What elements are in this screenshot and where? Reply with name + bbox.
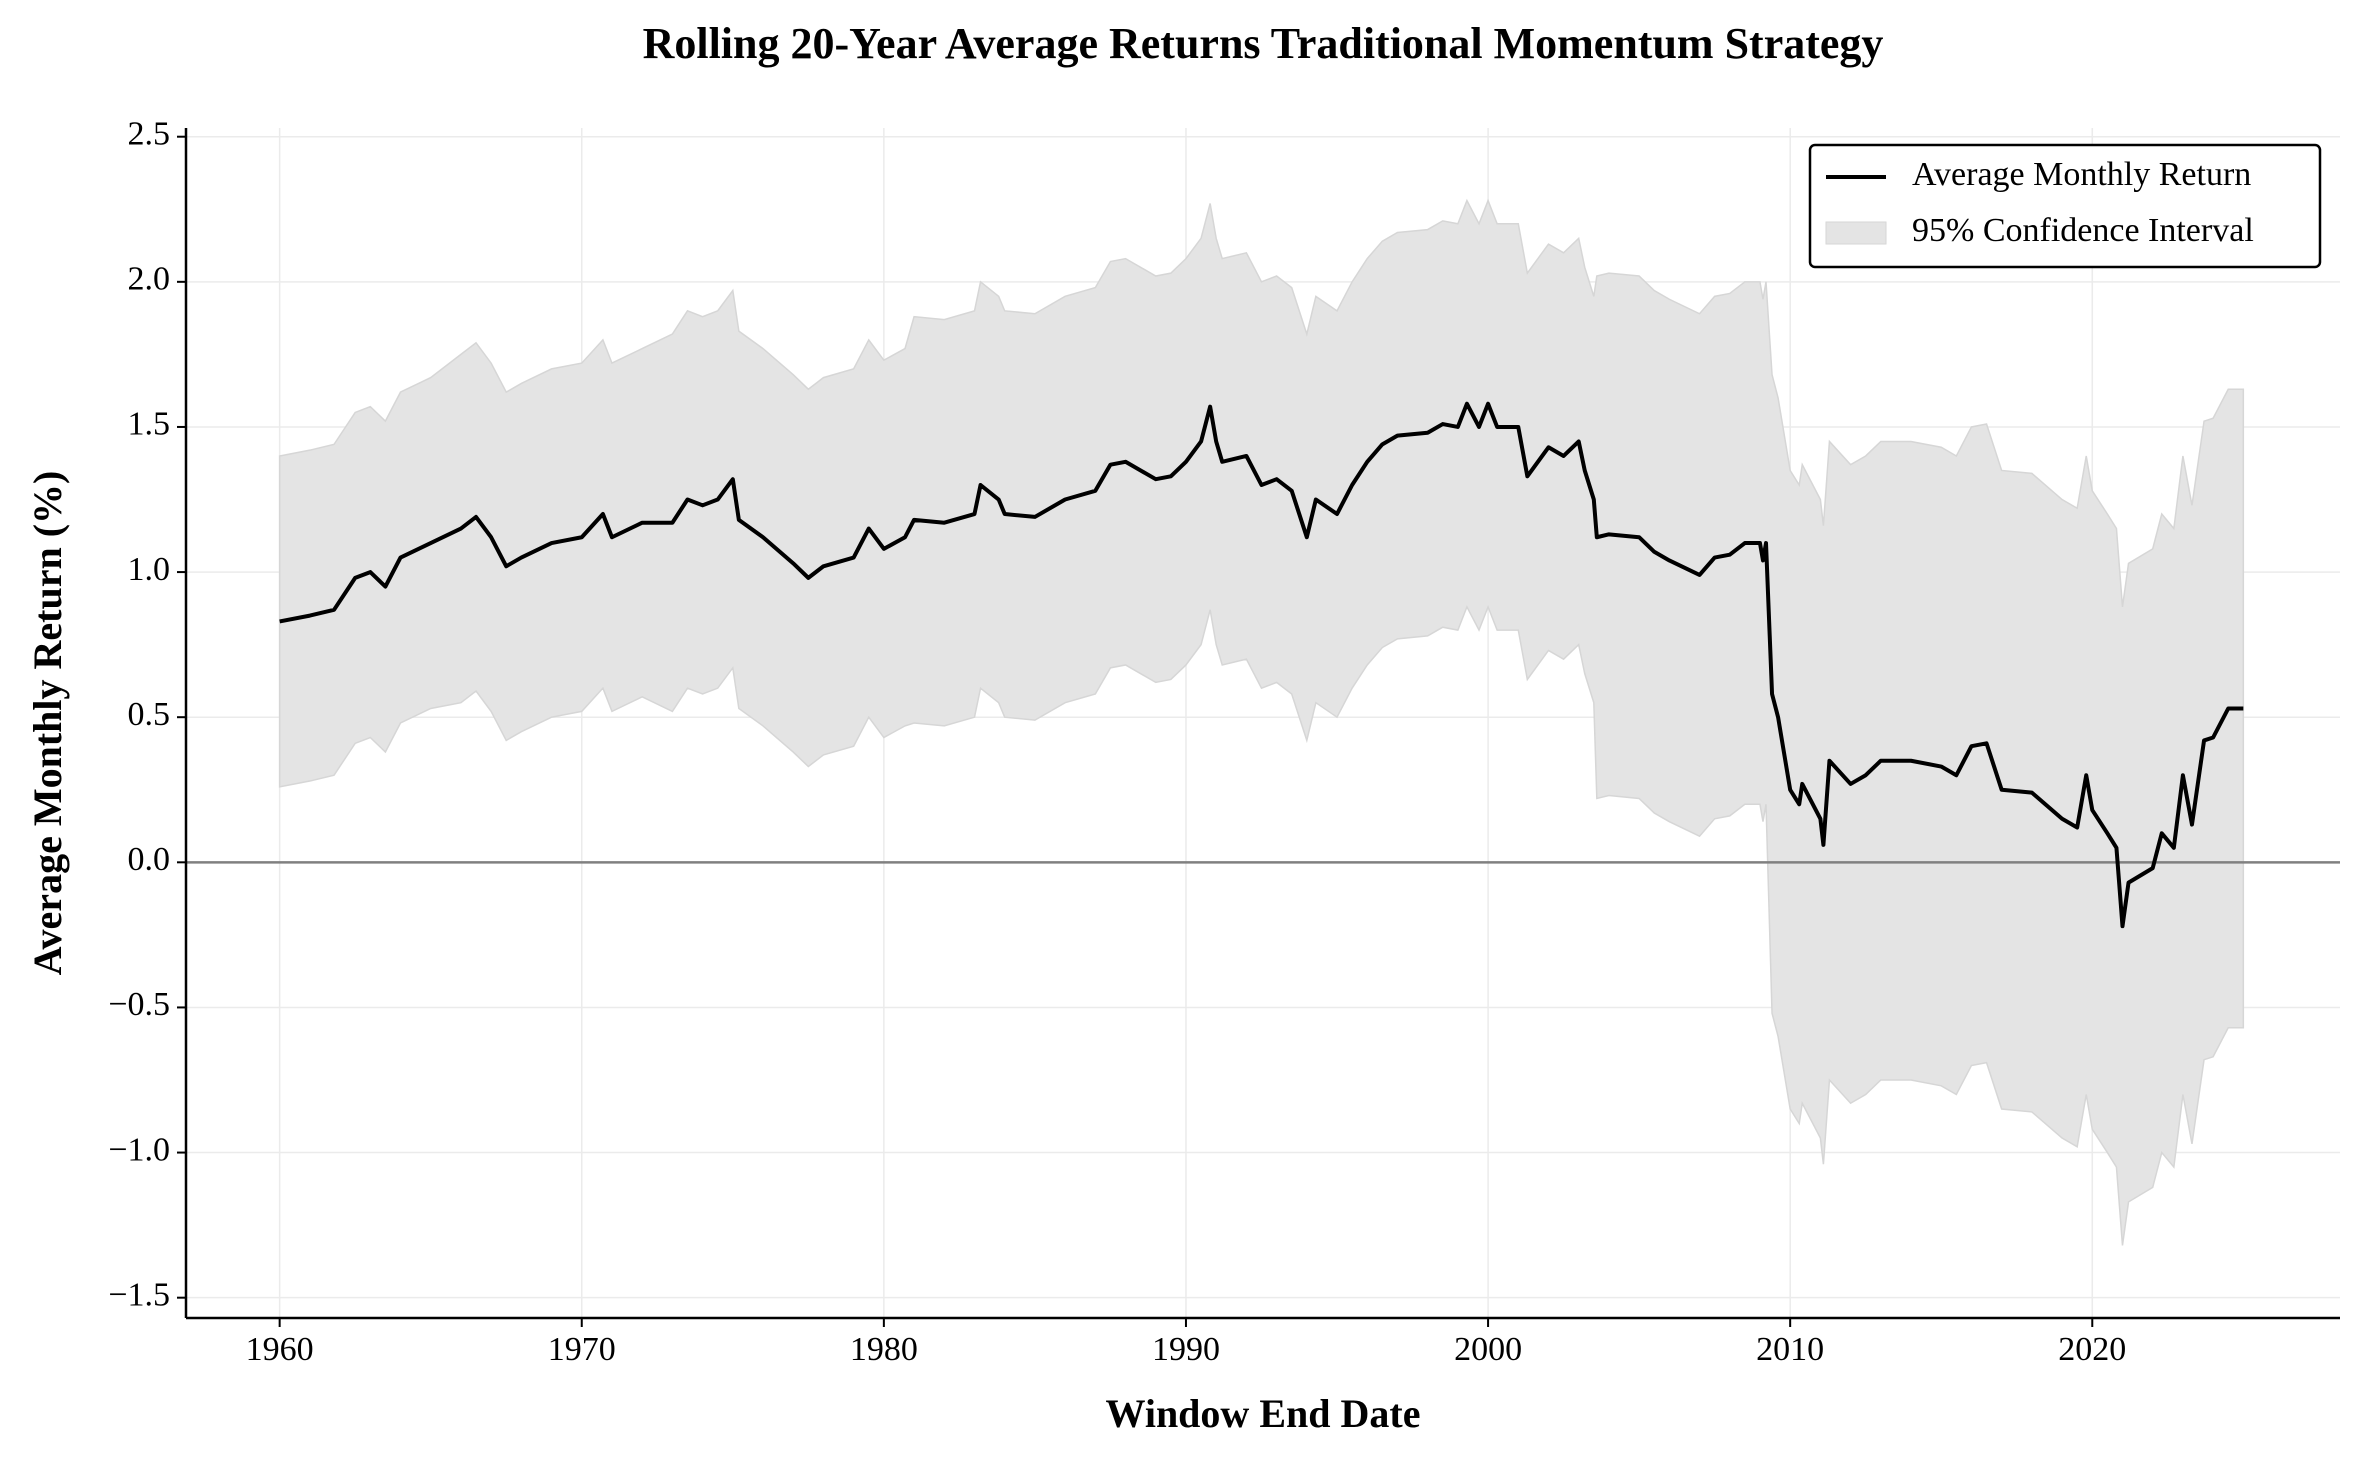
y-tick-label: 1.0: [128, 551, 171, 588]
y-tick-label: 1.5: [128, 406, 171, 443]
y-axis-label: Average Monthly Return (%): [25, 471, 70, 976]
x-tick-label: 1960: [246, 1331, 314, 1368]
y-tick-label: −0.5: [108, 986, 170, 1023]
x-tick-label: 1970: [548, 1331, 616, 1368]
x-axis-label: Window End Date: [1106, 1391, 1421, 1436]
x-tick-label: 1980: [850, 1331, 918, 1368]
legend: Average Monthly Return 95% Confidence Int…: [1808, 143, 2322, 269]
y-tick-label: 2.5: [128, 116, 171, 153]
data-line: [279, 401, 2244, 929]
chart-title: Rolling 20-Year Average Returns Traditio…: [643, 19, 1884, 68]
y-tick-label: 2.0: [128, 261, 171, 298]
x-tick-label: 1990: [1152, 1331, 1220, 1368]
x-tick-label: 2010: [1756, 1331, 1824, 1368]
y-tick-label: −1.0: [108, 1131, 170, 1168]
legend-label: 95% Confidence Interval: [1912, 212, 2254, 249]
confidence-band: [278, 198, 2245, 1246]
legend-box: [1808, 143, 2322, 269]
x-tick-label: 2020: [2058, 1331, 2126, 1368]
y-tick-label: 0.5: [128, 696, 171, 733]
legend-label: Average Monthly Return: [1912, 156, 2251, 193]
legend-patch: [1825, 221, 1887, 245]
y-tick-label: −1.5: [108, 1276, 170, 1313]
y-tick-label: 0.0: [128, 841, 171, 878]
x-tick-label: 2000: [1454, 1331, 1522, 1368]
